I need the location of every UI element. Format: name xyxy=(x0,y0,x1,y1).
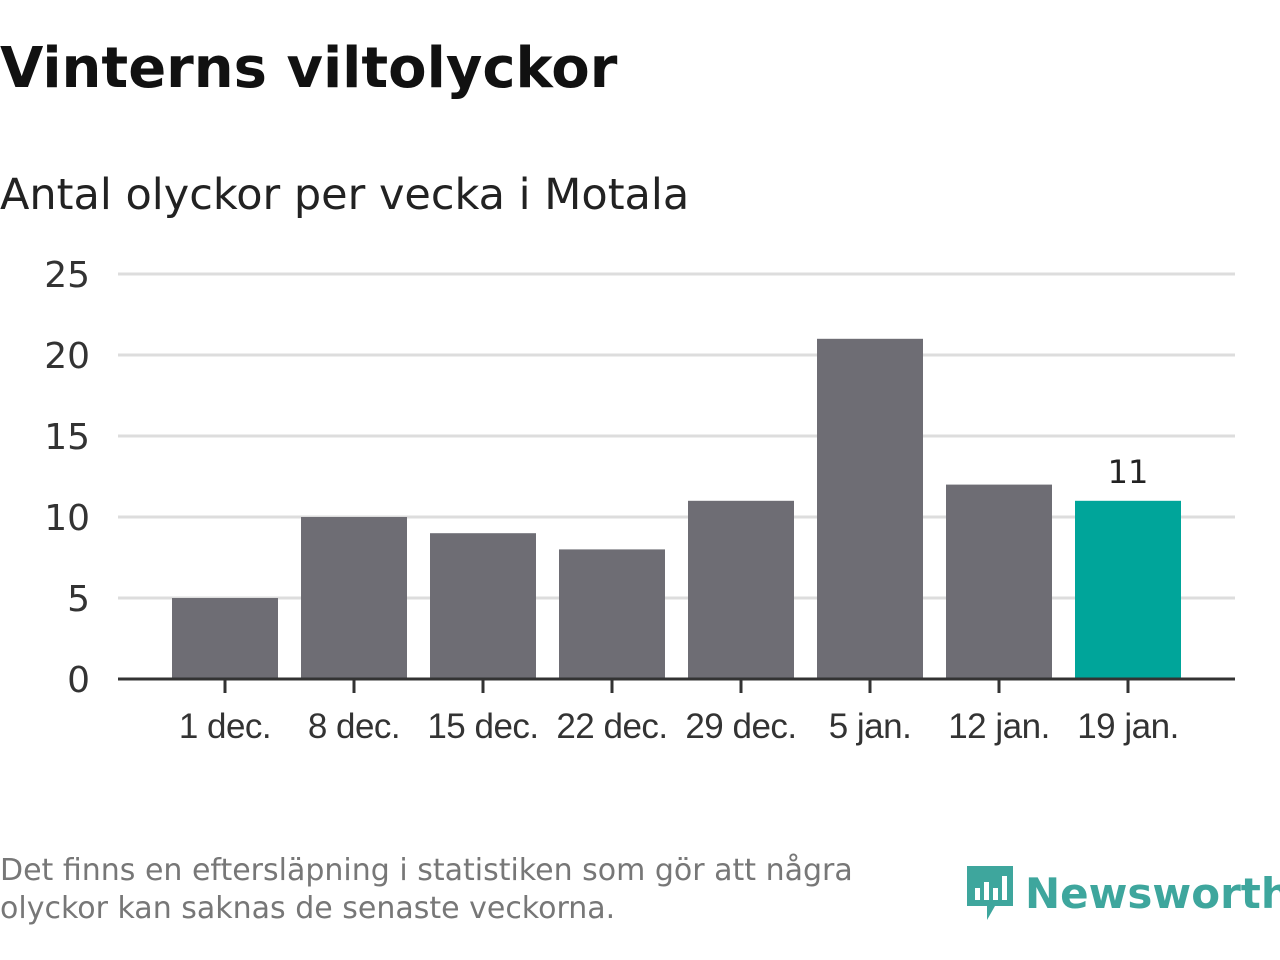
bar xyxy=(1075,500,1181,679)
bar xyxy=(946,484,1052,679)
y-tick-label: 0 xyxy=(67,660,90,701)
footnote: Det finns en eftersläpning i statistiken… xyxy=(0,853,853,926)
chart-title: Vinterns viltolyckor xyxy=(0,36,618,101)
x-tick-label: 12 jan. xyxy=(948,707,1050,746)
bar xyxy=(559,549,665,679)
chart-subtitle: Antal olyckor per vecka i Motala xyxy=(0,170,690,220)
bar xyxy=(688,500,794,679)
y-tick-label: 10 xyxy=(44,498,90,539)
bar xyxy=(817,338,923,679)
newsworthy-logo: Newsworthy xyxy=(965,862,1280,924)
bar xyxy=(172,598,278,679)
x-tick-label: 8 dec. xyxy=(308,707,400,746)
bar-chart: 0 5 10 15 20 25 1 dec. 8 dec. 15 dec. 22 dec. 29 d… xyxy=(44,255,1235,746)
x-tick-label: 5 jan. xyxy=(829,707,912,746)
bar xyxy=(430,533,536,679)
x-tick-label: 15 dec. xyxy=(427,707,538,746)
x-tick-label: 19 jan. xyxy=(1077,707,1179,746)
logo-icon xyxy=(967,866,1013,920)
x-tick-label: 22 dec. xyxy=(556,707,667,746)
logo-text: Newsworthy xyxy=(1025,868,1280,918)
y-tick-label: 20 xyxy=(44,336,90,377)
y-tick-label: 25 xyxy=(44,255,90,296)
x-tick-label: 29 dec. xyxy=(685,707,796,746)
data-label: 11 xyxy=(1108,453,1149,491)
bar xyxy=(301,517,407,679)
y-tick-label: 15 xyxy=(44,417,90,458)
y-tick-label: 5 xyxy=(67,579,90,620)
x-tick-label: 1 dec. xyxy=(179,707,271,746)
